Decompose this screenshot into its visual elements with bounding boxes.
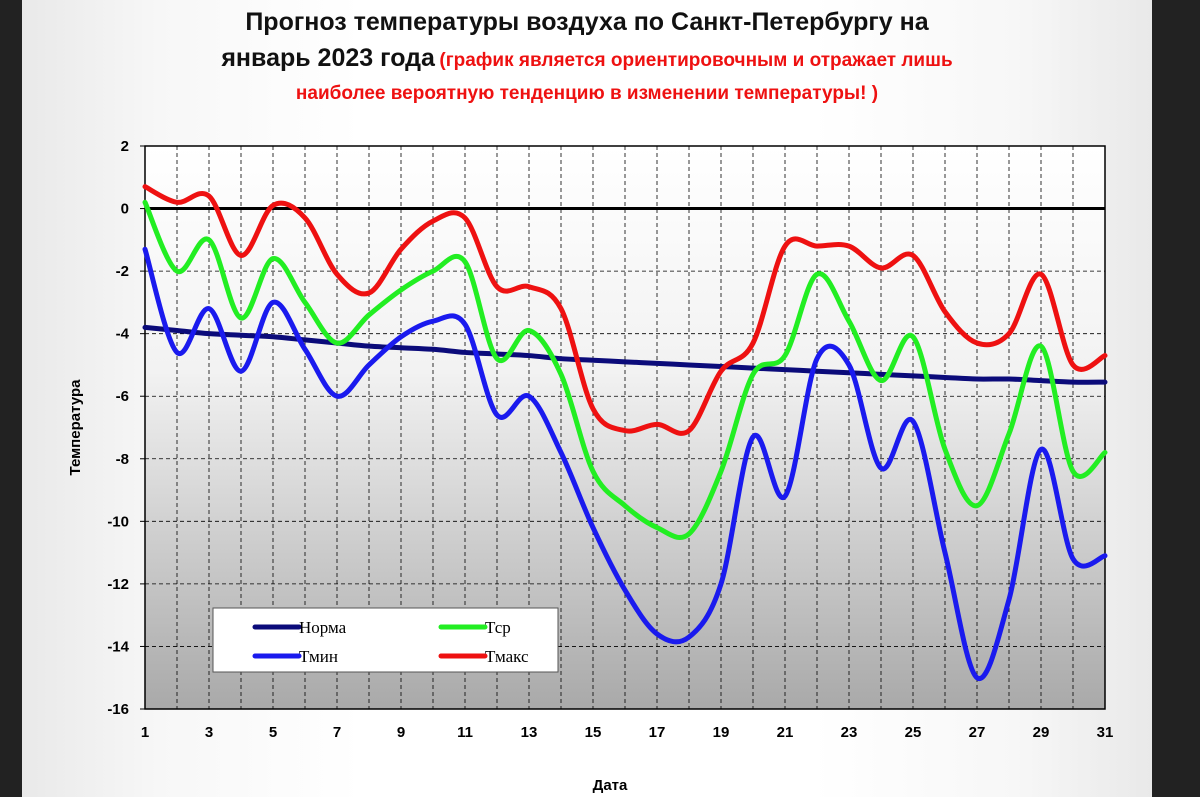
series-line-tmax [142,184,1108,436]
title-line-2: январь 2023 года [221,44,435,72]
legend-label-tmax: Тмакс [485,647,529,666]
y-axis-label: Температура [67,379,84,476]
x-tick-label: 25 [905,724,922,741]
x-tick-label: 21 [777,724,794,741]
y-axis-ticks: 2 0 -2 -4 -6 -8 -10 -12 -14 -16 [107,138,145,718]
x-axis-ticks: 1 3 5 7 9 11 13 15 17 19 21 23 25 27 29 31 [141,724,1114,741]
y-tick-label: -14 [107,638,129,655]
title-line-1: Прогноз температуры воздуха по Санкт-Пет… [245,8,929,36]
title-note-line-2: наиболее вероятную тенденцию в изменении… [295,83,879,104]
legend-label-norm: Норма [299,618,347,637]
y-tick-label: 2 [121,138,129,155]
y-tick-label: -16 [107,701,129,718]
x-tick-label: 23 [841,724,858,741]
series-line-tmin [142,246,1108,682]
y-tick-label: -12 [107,576,129,593]
x-tick-label: 1 [141,724,149,741]
x-tick-label: 11 [457,724,473,741]
x-tick-label: 15 [585,724,602,741]
y-tick-label: -6 [116,388,129,405]
x-tick-label: 7 [333,724,341,741]
x-tick-label: 27 [969,724,986,741]
y-tick-label: -8 [116,451,129,468]
y-tick-label: 0 [121,201,129,218]
y-tick-label: -10 [107,513,129,530]
x-tick-label: 17 [649,724,666,741]
legend-label-tsr: Тср [485,618,511,637]
series-group [142,184,1108,682]
x-axis-label: Дата [593,777,628,794]
x-tick-label: 19 [713,724,730,741]
x-tick-label: 3 [205,724,213,741]
y-tick-label: -2 [116,263,129,280]
series-line-norm [142,324,1108,385]
legend-label-tmin: Тмин [299,647,338,666]
title-note-line-1: (график является ориентировочным и отраж… [439,50,953,71]
legend: Норма Тср Тмин Тмакс [212,607,559,673]
x-tick-label: 5 [269,724,277,741]
x-tick-label: 9 [397,724,405,741]
series-line-tsr [142,199,1108,540]
x-tick-label: 13 [521,724,538,741]
x-tick-label: 29 [1033,724,1050,741]
legend-box [212,607,559,673]
y-tick-label: -4 [116,326,130,343]
chart-title: Прогноз температуры воздуха по Санкт-Пет… [22,6,1152,111]
x-tick-label: 31 [1097,724,1114,741]
